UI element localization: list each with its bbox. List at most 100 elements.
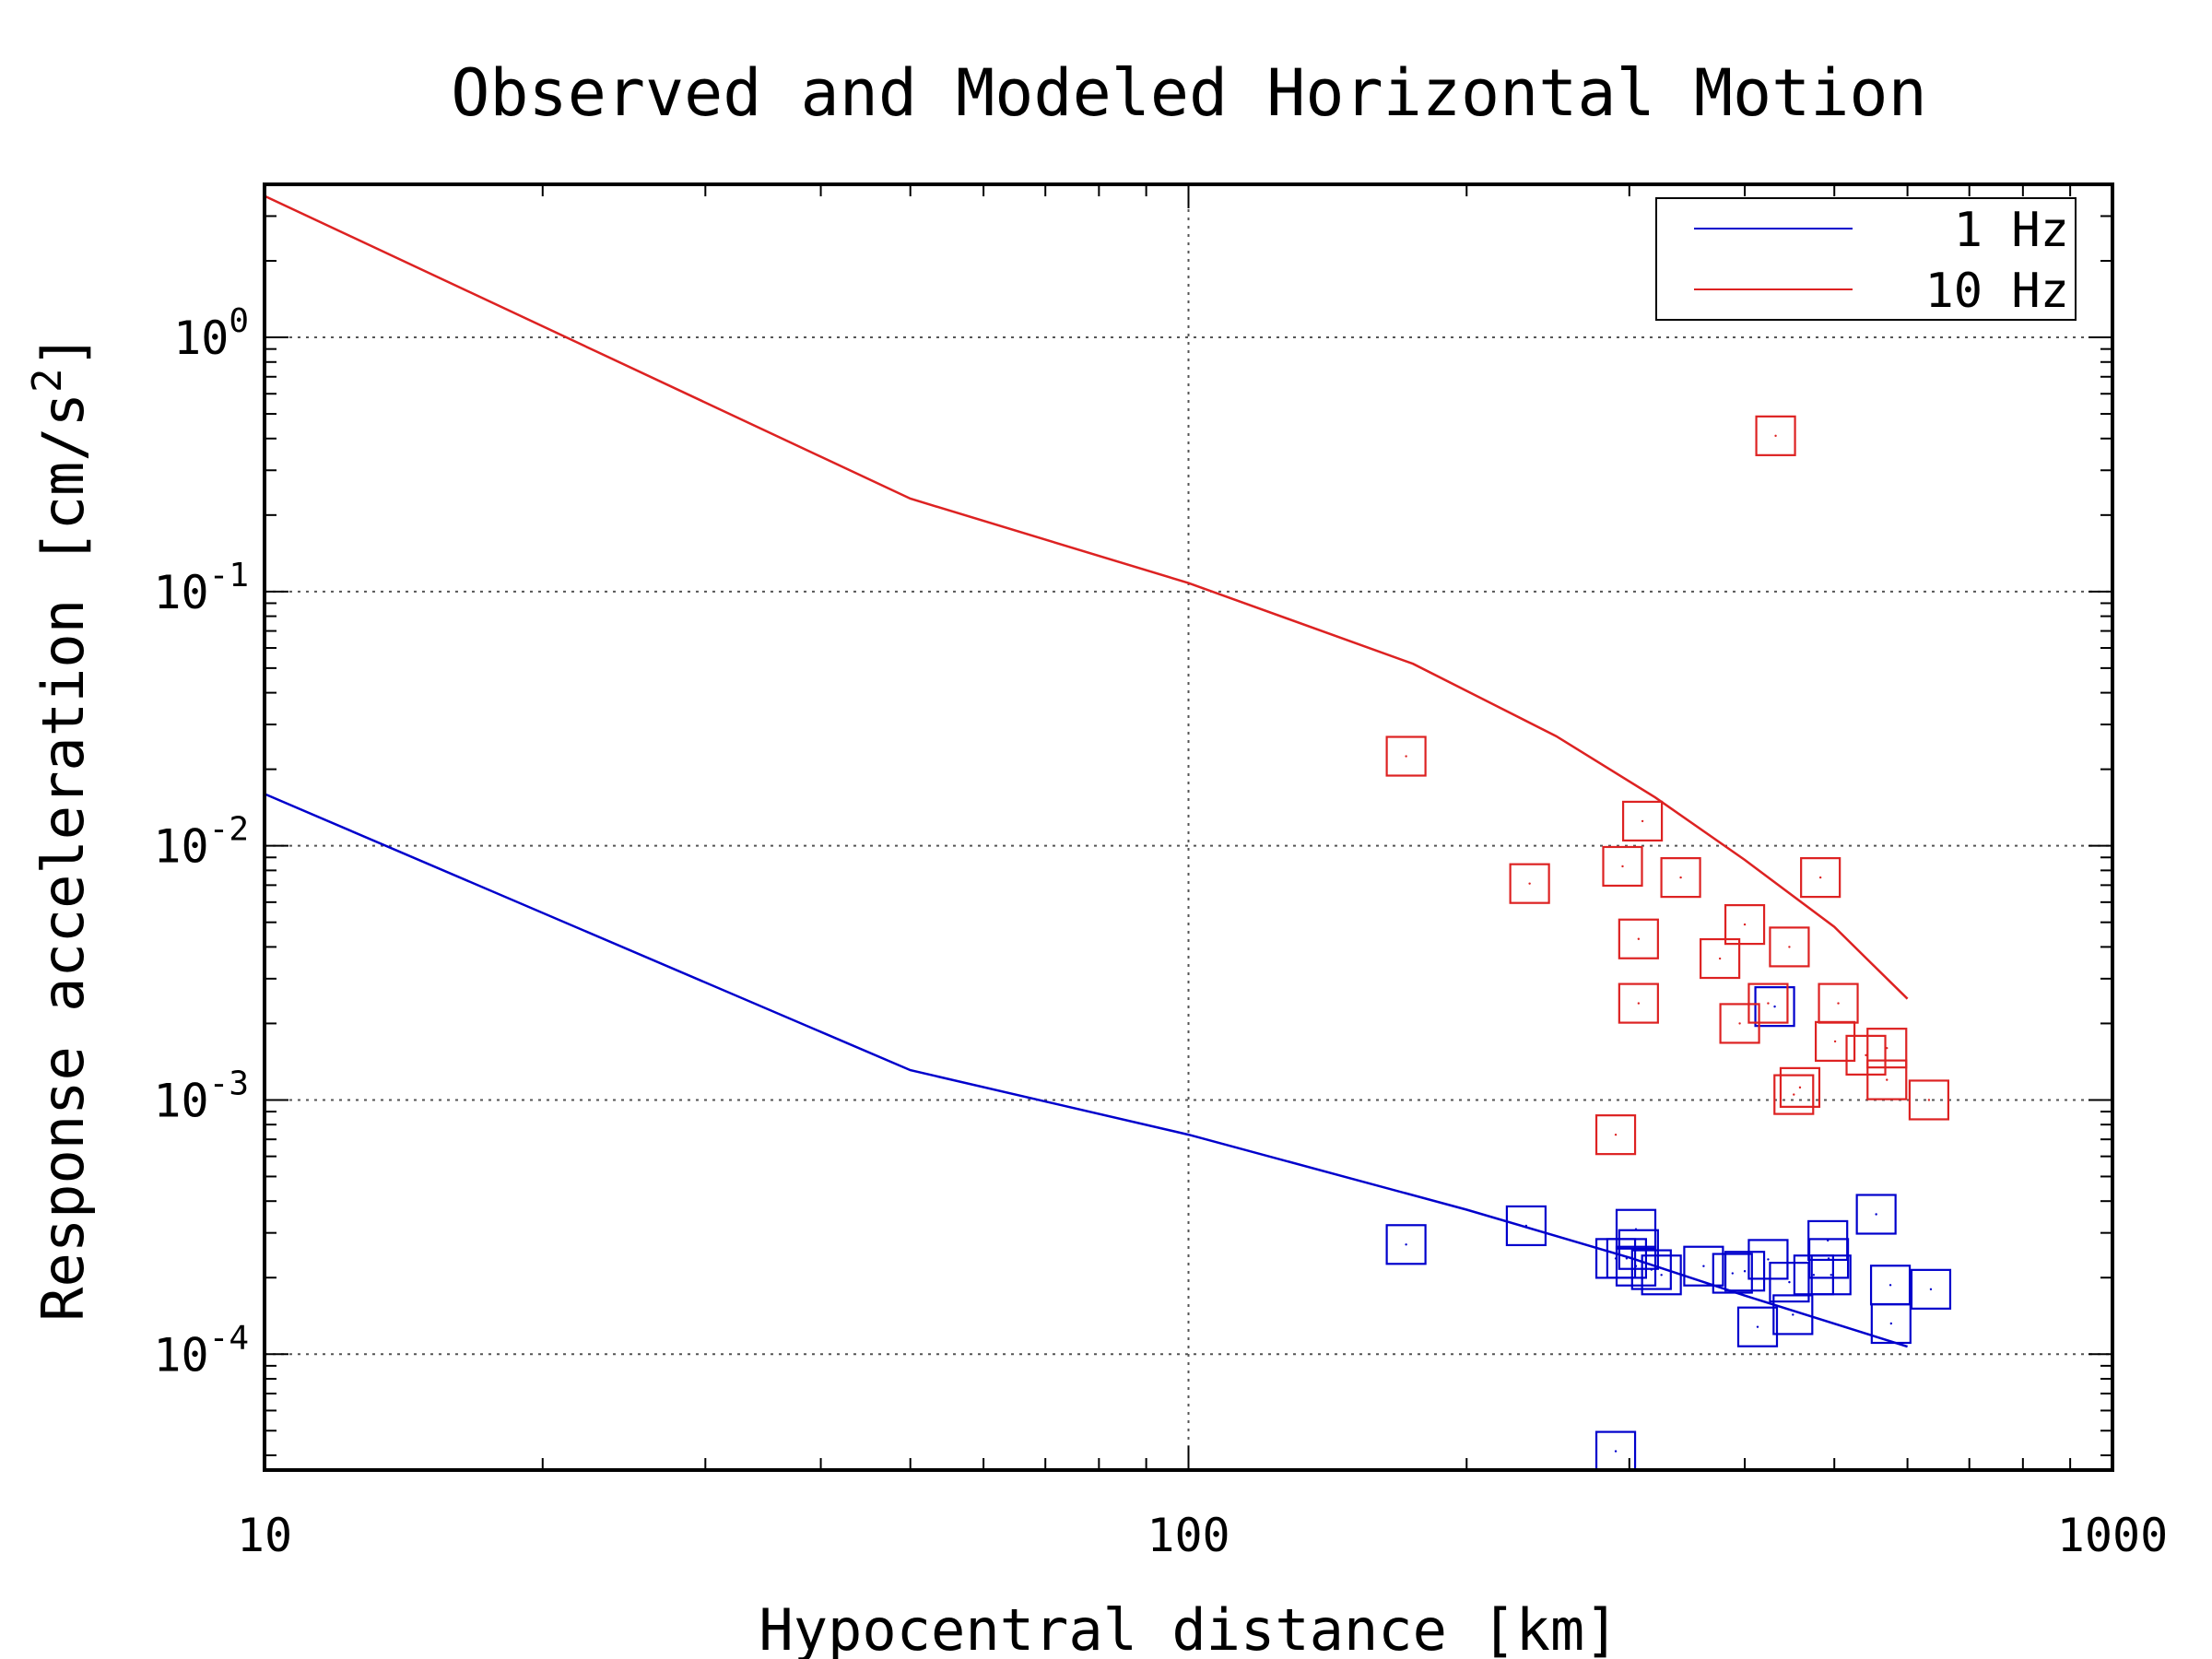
observed-marker xyxy=(1719,1003,1760,1044)
observed-marker-dot xyxy=(1826,1239,1830,1242)
observed-marker xyxy=(1630,1249,1672,1290)
observed-marker-dot xyxy=(1743,923,1747,926)
observed-marker-dot xyxy=(1830,1274,1832,1277)
legend-box xyxy=(1655,197,2077,321)
observed-marker xyxy=(1724,1251,1766,1292)
observed-marker-dot xyxy=(1637,937,1641,940)
observed-marker xyxy=(1845,1034,1887,1076)
x-tick-labels: 10 100 1000 xyxy=(237,1509,2168,1562)
y-tick-label: 10-3 xyxy=(153,1065,249,1127)
observed-marker-dot xyxy=(1405,1243,1407,1246)
observed-marker-dot xyxy=(1886,1078,1888,1081)
observed-marker xyxy=(1814,1020,1856,1062)
observed-marker-dot xyxy=(1927,1099,1931,1101)
observed-marker xyxy=(1621,800,1664,842)
observed-marker-dot xyxy=(1767,1002,1770,1005)
observed-marker xyxy=(1712,1253,1753,1294)
observed-marker xyxy=(1855,1194,1897,1235)
observed-marker-dot xyxy=(1889,1322,1893,1325)
observed-marker xyxy=(1641,1254,1682,1296)
observed-marker xyxy=(1810,1254,1852,1296)
observed-marker-dot xyxy=(1875,1213,1877,1216)
observed-marker-dot xyxy=(1798,1086,1802,1089)
observed-marker xyxy=(1866,1059,1908,1100)
y-tick-label: 10-1 xyxy=(153,557,249,619)
observed-marker-dot xyxy=(1774,434,1777,438)
observed-marker-dot xyxy=(1792,1313,1794,1316)
observed-marker xyxy=(1505,1205,1547,1247)
observed-marker xyxy=(1618,982,1659,1024)
observed-marker-dot xyxy=(1621,865,1624,868)
y-tick-label: 10-2 xyxy=(153,811,249,874)
observed-marker-dot xyxy=(1660,1274,1663,1277)
observed-marker-dot xyxy=(1718,957,1722,960)
observed-marker xyxy=(1772,1294,1814,1335)
observed-marker xyxy=(1660,857,1701,899)
observed-marker-dot xyxy=(1614,1450,1618,1453)
observed-marker-dot xyxy=(1524,1224,1528,1228)
observed-marker-dot xyxy=(1773,1005,1776,1008)
observed-marker-dot xyxy=(1731,1272,1735,1275)
observed-marker-dot xyxy=(1788,946,1791,948)
y-axis-label-close: ] xyxy=(29,334,97,368)
observed-marker xyxy=(1736,1306,1779,1347)
observed-marker xyxy=(1615,1245,1657,1287)
observed-marker xyxy=(1385,1224,1427,1265)
y-axis-label-sup: 2 xyxy=(24,368,71,393)
observed-marker-dot xyxy=(1756,1325,1759,1328)
observed-marker xyxy=(1769,1262,1810,1303)
x-tick-label: 10 xyxy=(237,1509,292,1562)
observed-marker xyxy=(1870,1302,1912,1345)
observed-marker-dot xyxy=(1818,876,1822,879)
observed-marker-dot xyxy=(1650,1268,1653,1271)
observed-marker-dot xyxy=(1929,1288,1933,1291)
grid-lines xyxy=(265,184,2112,1470)
observed-marker-dot xyxy=(1833,1040,1837,1043)
observed-marker xyxy=(1773,1074,1815,1115)
observed-marker-dot xyxy=(1641,819,1644,823)
observed-marker xyxy=(1747,1239,1789,1280)
observed-marker-dot xyxy=(1767,1258,1770,1261)
observed-marker xyxy=(1618,918,1659,959)
observed-marker xyxy=(1602,845,1643,888)
model-line-1 xyxy=(264,194,1909,1000)
observed-marker-dot xyxy=(1614,1133,1618,1136)
observed-marker xyxy=(1509,863,1550,904)
observed-marker-dot xyxy=(1793,1093,1795,1096)
legend-label-10hz: 10 Hz xyxy=(1924,264,2069,319)
observed-marker xyxy=(1754,986,1795,1028)
observed-marker-dot xyxy=(1738,1022,1741,1025)
observed-marker-dot xyxy=(1812,1274,1816,1277)
observed-marker-dot xyxy=(1528,882,1531,885)
observed-marker-dot xyxy=(1679,876,1682,879)
observed-marker xyxy=(1594,1114,1637,1156)
x-tick-label: 1000 xyxy=(2057,1509,2168,1562)
observed-marker-dot xyxy=(1837,1002,1840,1005)
observed-marker xyxy=(1779,1066,1821,1108)
observed-marker xyxy=(1807,1219,1849,1262)
observed-marker-dot xyxy=(1625,1257,1629,1260)
axis-ticks xyxy=(264,183,2112,1470)
y-axis-label: Response acceleration [cm/s2] xyxy=(24,334,97,1322)
y-tick-label: 100 xyxy=(173,302,249,365)
observed-marker xyxy=(1683,1245,1724,1287)
legend: 1 Hz 10 Hz xyxy=(1655,197,2077,321)
chart-title: Observed and Modeled Horizontal Motion xyxy=(451,55,1926,131)
model-lines xyxy=(264,194,1909,1348)
observed-marker xyxy=(1724,903,1766,946)
observed-marker-dot xyxy=(1637,1002,1641,1005)
observed-marker xyxy=(1866,1028,1908,1069)
observed-marker xyxy=(1908,1079,1950,1121)
observed-marker xyxy=(1769,926,1810,968)
observed-marker xyxy=(1755,415,1796,456)
observed-marker-dot xyxy=(1743,1270,1747,1273)
x-axis-label: Hypocentral distance [km] xyxy=(759,1596,1618,1659)
observed-marker-dot xyxy=(1702,1265,1705,1267)
observed-marker-dot xyxy=(1888,1284,1892,1287)
y-tick-label: 10-4 xyxy=(153,1319,249,1382)
observed-marker-dot xyxy=(1886,1046,1888,1050)
observed-marker-dot xyxy=(1865,1053,1867,1057)
observed-marker xyxy=(1606,1238,1648,1279)
y-tick-labels: 10-4 10-3 10-2 10-1 100 xyxy=(153,302,249,1382)
